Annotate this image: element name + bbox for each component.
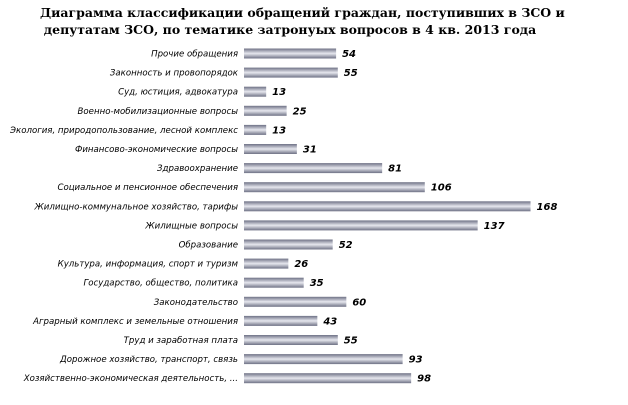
category-label: Государство, общество, политика (84, 279, 239, 289)
value-label: 26 (294, 259, 308, 270)
value-label: 25 (293, 106, 307, 117)
value-label: 168 (537, 202, 558, 213)
value-label: 54 (342, 49, 356, 60)
value-label: 43 (322, 316, 337, 327)
category-label: Культура, информация, спорт и туризм (58, 260, 239, 270)
category-label: Законность и провопорядок (110, 69, 239, 79)
chart-title: Диаграмма классификации обращений гражда… (40, 4, 565, 38)
bar (244, 220, 478, 231)
bar (244, 86, 267, 97)
bar (244, 296, 347, 307)
value-label: 106 (431, 183, 452, 194)
value-label: 55 (344, 68, 358, 79)
category-label: Дорожное хозяйство, транспорт, связь (59, 355, 238, 365)
value-label: 52 (339, 240, 353, 251)
bars-layer: Прочие обращения 54 Законность и провопоря… (9, 48, 558, 385)
bar (244, 277, 304, 288)
bar (244, 201, 531, 212)
value-label: 35 (310, 278, 324, 289)
bar (244, 124, 267, 135)
category-label: Военно-мобилизационные вопросы (78, 107, 239, 117)
category-label: Суд, юстиция, адвокатура (118, 88, 238, 98)
category-label: Жилищно-коммунальное хозяйство, тарифы (34, 202, 239, 212)
bar (244, 163, 383, 174)
value-label: 13 (272, 125, 286, 136)
category-label: Здравоохранение (157, 164, 238, 174)
bar (244, 354, 403, 365)
chart-title-line-2: депутатам ЗСО, по тематике затронуых воп… (43, 22, 537, 37)
value-label: 81 (388, 164, 402, 175)
value-label: 137 (484, 221, 505, 232)
bar (244, 315, 318, 326)
bar (244, 373, 412, 384)
category-label: Социальное и пенсионное обеспечения (57, 183, 238, 193)
value-label: 31 (303, 145, 317, 156)
bar (244, 105, 287, 116)
value-label: 98 (417, 374, 431, 385)
bar (244, 182, 425, 193)
category-label: Труд и заработная плата (124, 336, 238, 346)
category-label: Образование (179, 241, 238, 251)
category-label: Финансово-экономические вопросы (75, 145, 238, 155)
category-label: Жилищные вопросы (144, 221, 238, 231)
bar (244, 258, 289, 269)
category-label: Аграрный комплекс и земельные отношения (32, 317, 238, 327)
value-label: 93 (409, 355, 423, 366)
bar (244, 144, 297, 154)
category-label: Законодательство (154, 298, 238, 308)
bar (244, 239, 333, 250)
bar (244, 67, 338, 78)
chart-title-line-1: Диаграмма классификации обращений гражда… (40, 5, 565, 20)
value-label: 60 (352, 297, 366, 308)
value-label: 55 (344, 336, 358, 347)
category-label: Прочие обращения (151, 50, 238, 60)
bar (244, 48, 337, 59)
value-label: 13 (272, 87, 286, 98)
category-label: Экология, природопользование, лесной ком… (9, 126, 238, 136)
bar (244, 335, 338, 345)
category-label: Хозяйственно-экономическая деятельность,… (23, 374, 238, 384)
